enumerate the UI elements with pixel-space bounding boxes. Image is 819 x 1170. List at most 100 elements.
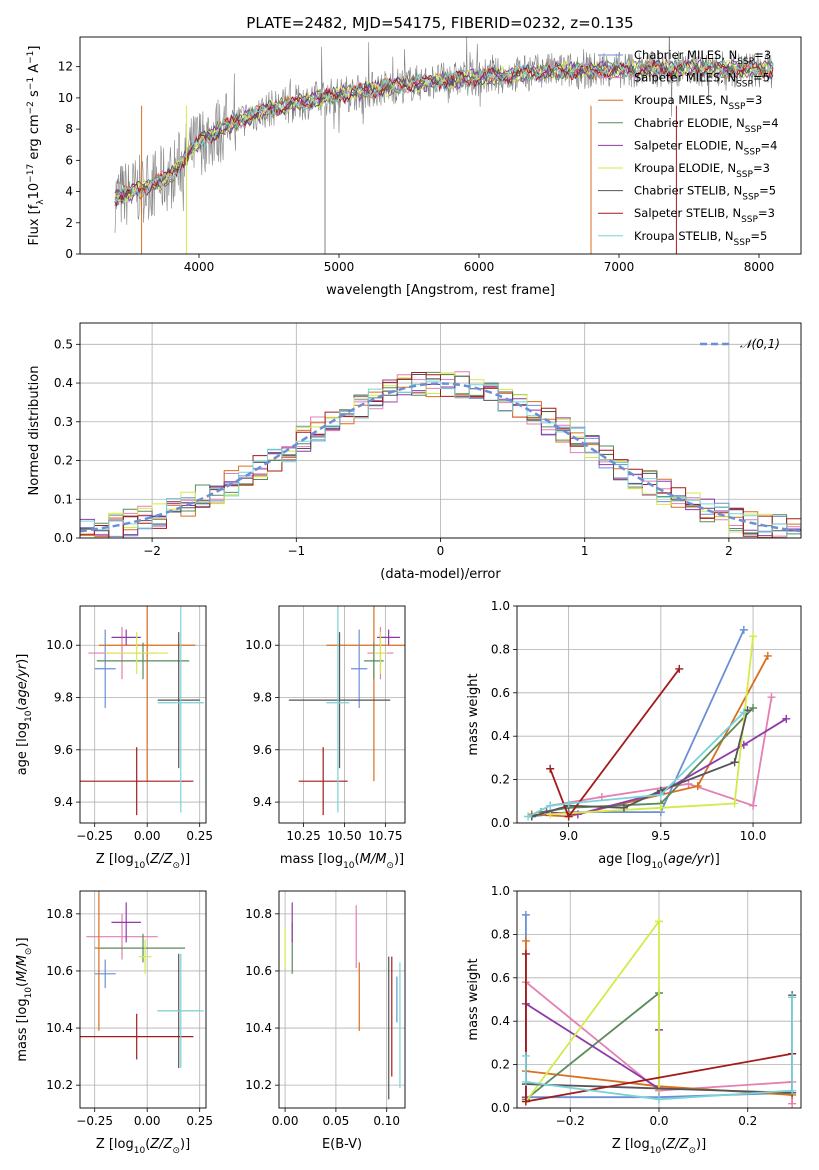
mass-weight-marker <box>564 799 573 808</box>
mass-weight-marker <box>573 810 582 819</box>
x-tick-label: −0.25 <box>76 1114 113 1128</box>
x-tick-label: 6000 <box>464 260 495 274</box>
y-tick-label: 9.4 <box>253 795 272 809</box>
x-tick-label: 10.25 <box>286 829 320 843</box>
axes-frame <box>516 605 802 824</box>
y-tick-label: 9.6 <box>54 743 73 757</box>
x-tick-label: 1 <box>581 544 589 558</box>
mass-weight-marker <box>684 779 693 788</box>
panel-mass_vs_EBV: 0.00 0.05 0.10 10.2 10.4 10.6 10.8 E(B-V) <box>245 890 406 1152</box>
mass-weight-marker <box>739 625 748 634</box>
mass-weight-marker <box>521 1097 530 1106</box>
x-axis-label: Z [log10(Z/Z⊙)] <box>96 852 190 871</box>
y-tick-label: 0.0 <box>491 1101 510 1115</box>
legend-label: Salpeter MILES, NSSP=5 <box>634 71 770 90</box>
x-tick-label: 0.05 <box>323 1114 350 1128</box>
y-tick-label: 1.0 <box>491 884 510 898</box>
x-tick-label: 9.0 <box>559 829 578 843</box>
plot-area <box>288 606 405 816</box>
mass-weight-marker <box>656 790 665 799</box>
mass-weight-marker <box>693 782 702 791</box>
x-tick-label: 0.2 <box>738 1114 757 1128</box>
x-tick-label: 4000 <box>184 260 215 274</box>
plot-area <box>521 910 797 1108</box>
y-tick-label: 6 <box>65 153 73 167</box>
axes-frame <box>79 890 207 1109</box>
mass-weight-marker <box>749 703 758 712</box>
legend-label: 𝒩(0,1) <box>740 337 780 351</box>
mass-weight-marker <box>730 758 739 767</box>
x-tick-label: 0.00 <box>272 1114 299 1128</box>
y-tick-label: 0.2 <box>54 454 73 468</box>
y-tick-label: 0.3 <box>54 415 73 429</box>
legend-label: Kroupa MILES, NSSP=3 <box>634 93 762 112</box>
axes-frame <box>79 36 802 255</box>
legend-label: Chabrier STELIB, NSSP=5 <box>634 184 776 203</box>
y-axis-label: Normed distribution <box>27 366 42 496</box>
mass-weight-marker <box>619 803 628 812</box>
x-tick-label: 10.50 <box>327 829 361 843</box>
y-tick-label: 2 <box>65 216 73 230</box>
x-axis-label: E(B-V) <box>322 1137 362 1152</box>
y-tick-label: 10.6 <box>46 964 73 978</box>
model-spectrum-line <box>114 58 774 205</box>
legend-label: Kroupa ELODIE, NSSP=3 <box>634 161 770 180</box>
legend-label: Kroupa STELIB, NSSP=5 <box>634 229 767 248</box>
y-tick-label: 0.1 <box>54 492 73 506</box>
x-tick-label: 0.25 <box>186 1114 213 1128</box>
mass-weight-marker <box>739 708 748 717</box>
x-axis-label: wavelength [Angstrom, rest frame] <box>326 283 555 298</box>
y-tick-label: 10.6 <box>245 964 272 978</box>
y-axis-label: Flux [fλ10−17 erg cm−2 s−1 A−1] <box>26 46 46 246</box>
legend-label: Salpeter ELODIE, NSSP=4 <box>634 138 777 157</box>
y-tick-label: 10.2 <box>245 1078 272 1092</box>
plot-area <box>80 371 801 538</box>
panel-age_vs_mass: 10.25 10.50 10.75 9.4 9.6 9.8 10.0 mass [log10(… <box>245 605 406 871</box>
x-tick-label: 0.00 <box>134 1114 161 1128</box>
plot-area <box>80 606 204 816</box>
x-tick-label: −1 <box>287 544 305 558</box>
y-tick-label: 12 <box>58 60 73 74</box>
mass-weight-marker <box>656 803 665 812</box>
mass-weight-marker <box>788 993 797 1002</box>
y-tick-label: 0.2 <box>491 773 510 787</box>
y-tick-label: 8 <box>65 122 73 136</box>
x-tick-label: 7000 <box>604 260 635 274</box>
panel-mass_vs_Z: −0.25 0.00 0.25 10.2 10.4 10.6 10.8 Z [log10(Z/… <box>15 890 213 1156</box>
y-tick-label: 0.2 <box>491 1058 510 1072</box>
x-tick-label: 5000 <box>324 260 355 274</box>
y-axis-label: mass weight <box>466 958 481 1040</box>
mass-weight-marker <box>546 801 555 810</box>
y-tick-label: 0.5 <box>54 337 73 351</box>
y-tick-label: 0.4 <box>491 1014 510 1028</box>
y-tick-label: 10.4 <box>245 1021 272 1035</box>
x-tick-label: 8000 <box>744 260 775 274</box>
gaussian-reference-curve <box>80 382 801 533</box>
mass-weight-marker <box>655 1095 663 1104</box>
mass-weight-marker <box>749 632 758 641</box>
x-tick-label: 10.0 <box>740 829 767 843</box>
x-tick-label: −0.25 <box>76 829 113 843</box>
y-tick-label: 1.0 <box>491 599 510 613</box>
x-tick-label: −2 <box>143 544 161 558</box>
model-spectrum-line <box>114 59 774 203</box>
panel-age_vs_Z: −0.25 0.00 0.25 9.4 9.6 9.8 10.0 Z [log10(Z/Z⊙)… <box>15 605 213 871</box>
mass-weight-marker <box>730 799 739 808</box>
x-tick-label: 2 <box>725 544 733 558</box>
mass-weight-marker <box>767 693 776 702</box>
x-tick-label: 0.25 <box>186 829 213 843</box>
y-tick-label: 0.0 <box>54 531 73 545</box>
axes-frame <box>516 890 802 1109</box>
y-tick-label: 0.8 <box>491 927 510 941</box>
y-axis-label: age [log10(age/yr)] <box>15 654 34 776</box>
mass-weight-marker <box>788 1099 797 1108</box>
figure-title: PLATE=2482, MJD=54175, FIBERID=0232, z=0… <box>246 14 633 32</box>
residual-histogram <box>80 380 788 538</box>
x-tick-label: 0.00 <box>134 829 161 843</box>
panel-spectrum: 4000 5000 6000 7000 8000 0 2 4 6 8 10 12 Chabrier MI… <box>26 36 802 298</box>
y-tick-label: 0.6 <box>491 971 510 985</box>
axes-frame <box>278 890 406 1109</box>
mass-weight-marker <box>763 651 772 660</box>
mass-weight-marker <box>524 812 533 821</box>
